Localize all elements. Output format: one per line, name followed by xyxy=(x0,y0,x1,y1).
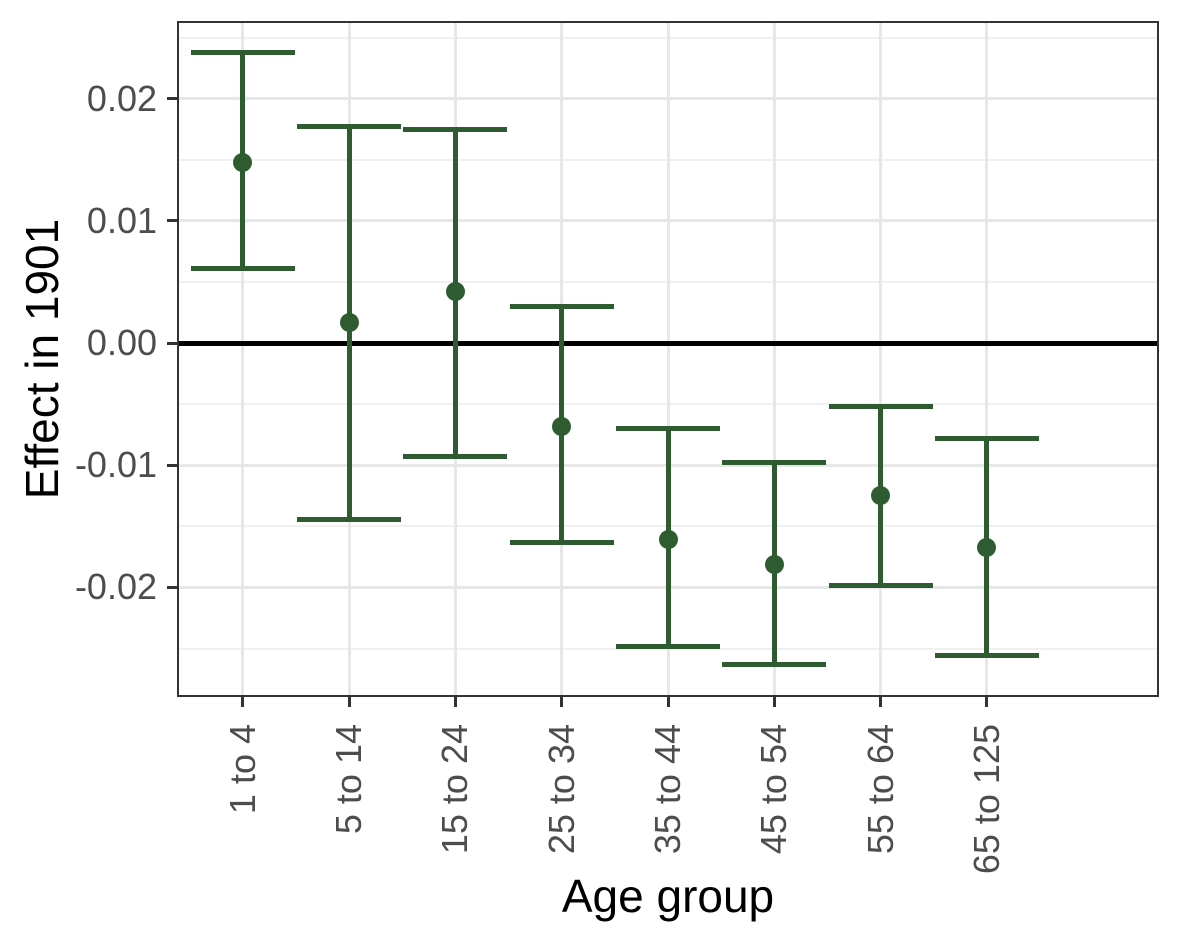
errorbar-cap-top xyxy=(190,49,295,55)
gridline-x-major xyxy=(985,23,989,695)
x-axis-tick xyxy=(879,697,883,707)
plot-panel xyxy=(177,21,1159,697)
errorbar-cap-bottom xyxy=(722,661,827,667)
point-marker xyxy=(552,416,572,436)
point-marker xyxy=(764,554,784,574)
y-axis-tick xyxy=(167,219,179,223)
y-axis-tick xyxy=(167,341,179,345)
x-axis-tick xyxy=(772,697,776,707)
errorbar-cap-bottom xyxy=(190,266,295,272)
point-marker xyxy=(658,530,678,550)
x-axis-tick xyxy=(666,697,670,707)
errorbar-cap-top xyxy=(297,124,402,130)
errorbar-cap-top xyxy=(509,303,614,309)
x-tick-label: 25 to 34 xyxy=(540,724,582,855)
errorbar-cap-top xyxy=(828,404,933,410)
x-axis-title: Age group xyxy=(561,870,775,922)
x-axis-tick xyxy=(347,697,351,707)
zero-reference-line xyxy=(179,340,1157,346)
gridline-x-major xyxy=(241,23,245,695)
y-axis-tick xyxy=(167,585,179,589)
errorbar-cap-bottom xyxy=(509,539,614,545)
errorbar-cap-bottom xyxy=(934,653,1039,659)
point-marker xyxy=(233,152,253,172)
x-tick-label: 55 to 64 xyxy=(859,724,901,855)
errorbar-cap-top xyxy=(934,435,1039,441)
errorbar-cap-top xyxy=(722,460,827,466)
errorbar-cap-top xyxy=(616,426,720,432)
errorbar-cap-bottom xyxy=(616,643,720,649)
x-tick-label: 45 to 54 xyxy=(753,724,795,855)
x-tick-label: 35 to 44 xyxy=(647,724,688,855)
gridline-x-major xyxy=(666,23,670,695)
point-marker xyxy=(871,486,891,506)
x-tick-label: 65 to 125 xyxy=(965,724,1007,875)
y-tick-label: 0.00 xyxy=(86,322,157,364)
errorbar-cap-bottom xyxy=(297,516,402,522)
errorbar-cap-top xyxy=(403,126,508,132)
y-tick-label: 0.02 xyxy=(86,77,157,119)
x-axis-tick xyxy=(453,697,457,707)
y-tick-label: -0.01 xyxy=(74,444,157,486)
x-tick-label: 5 to 14 xyxy=(328,724,370,835)
y-tick-label: -0.02 xyxy=(74,566,157,608)
gridline-x-major xyxy=(772,23,776,695)
y-axis-tick xyxy=(167,97,179,101)
errorbar-cap-bottom xyxy=(828,582,933,588)
y-axis-tick xyxy=(167,463,179,467)
point-marker xyxy=(977,537,997,557)
errorbar-cap-bottom xyxy=(403,454,508,460)
x-axis-tick xyxy=(241,697,245,707)
point-marker xyxy=(339,312,359,332)
x-axis-tick xyxy=(560,697,564,707)
y-tick-label: 0.01 xyxy=(86,199,157,241)
x-tick-label: 15 to 24 xyxy=(434,724,476,855)
x-tick-label: 1 to 4 xyxy=(221,724,263,815)
gridline-x-major xyxy=(879,23,883,695)
x-axis-tick xyxy=(985,697,989,707)
point-marker xyxy=(445,282,465,302)
